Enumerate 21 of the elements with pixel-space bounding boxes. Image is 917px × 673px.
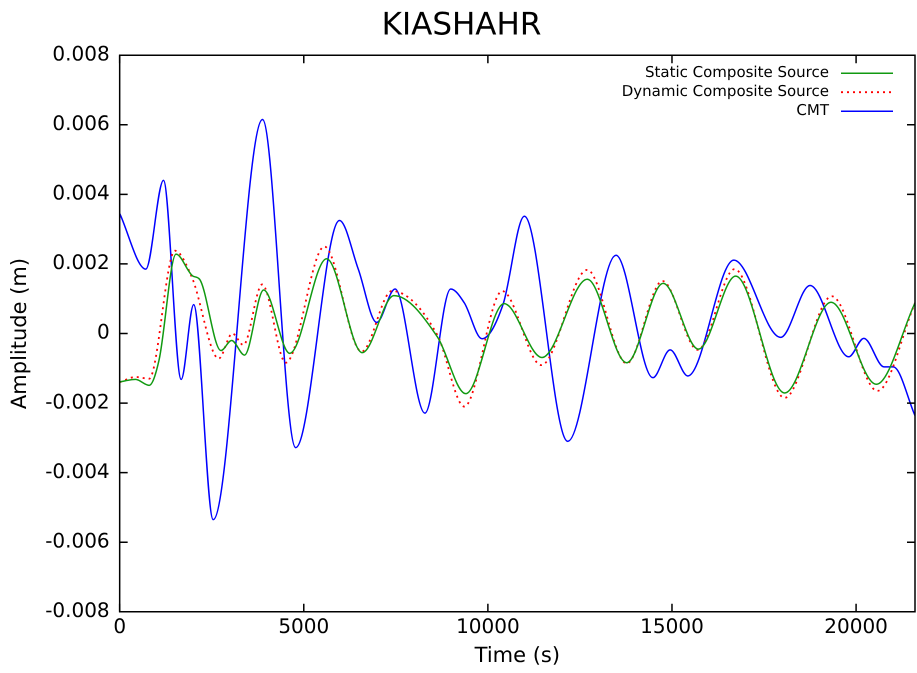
x-axis-title: Time (s) [474,642,560,667]
y-tick-label: -0.006 [45,528,110,552]
x-tick-label: 15000 [640,614,704,638]
x-tick-label: 0 [113,614,126,638]
y-tick-label: 0 [96,320,110,344]
legend-label: Dynamic Composite Source [622,82,829,100]
x-tick-label: 10000 [456,614,520,638]
y-tick-label: -0.002 [45,389,110,414]
y-tick-label: 0.002 [52,250,110,274]
x-tick-label: 20000 [824,614,888,638]
y-tick-label: 0.006 [52,110,110,135]
y-tick-label: 0.004 [52,180,110,205]
y-tick-label: 0.008 [52,41,110,66]
y-tick-label: -0.008 [45,598,110,622]
legend-label: Static Composite Source [645,63,829,82]
y-axis-title: Amplitude (m) [7,258,32,410]
x-tick-label: 5000 [278,614,330,638]
legend-label: CMT [796,101,830,120]
chart-title: KIASHAHR [382,6,542,43]
y-tick-label: -0.004 [45,458,110,483]
line-series [120,118,915,520]
